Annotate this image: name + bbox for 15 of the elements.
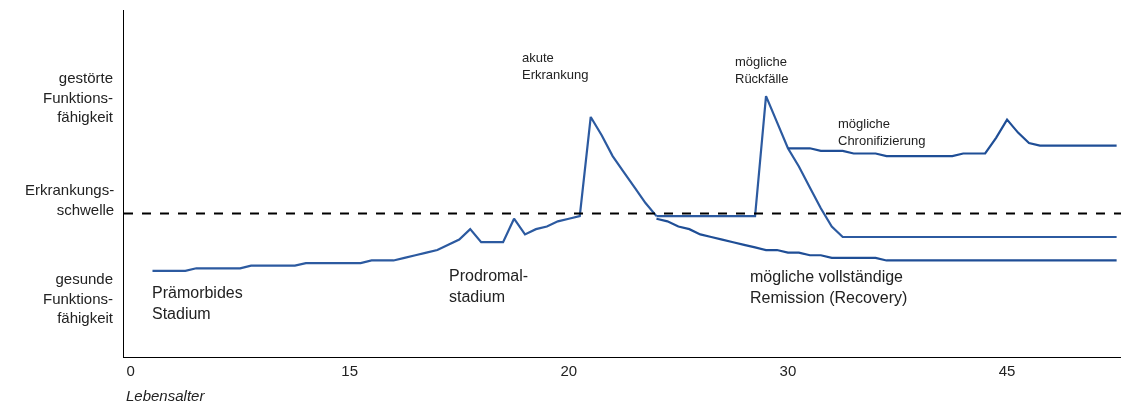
annotation: mögliche Chronifizierung: [838, 116, 926, 148]
annotation: mögliche vollständige Remission (Recovery): [750, 268, 908, 306]
x-tick-label: 30: [779, 362, 797, 379]
x-tick-label: 0: [126, 362, 135, 379]
annotation: Prodromal- stadium: [449, 267, 529, 305]
x-axis-title: Lebensalter: [126, 387, 206, 404]
annotation: Prämorbides Stadium: [152, 284, 243, 322]
x-tick-label: 15: [341, 362, 359, 379]
ref-line-label: Erkrankungs- schwelle: [25, 181, 115, 218]
text: gestörte Funktions- fähigkeit: [43, 69, 114, 125]
x-tick-label: 45: [998, 362, 1016, 379]
text: gesunde Funktions- fähigkeit: [43, 270, 114, 326]
text: akute Erkrankung: [522, 50, 589, 82]
x-tick-label: 20: [560, 362, 578, 379]
text: mögliche Rückfälle: [735, 54, 789, 86]
